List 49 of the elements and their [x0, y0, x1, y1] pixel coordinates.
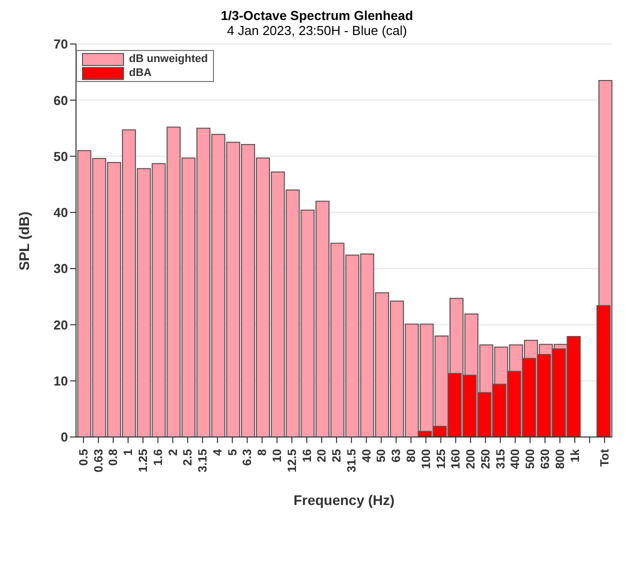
x-tick-label: 100	[418, 448, 433, 470]
x-tick-label: 200	[464, 448, 478, 470]
x-tick-label: 50	[374, 448, 388, 462]
x-tick-label: 1.25	[136, 448, 150, 472]
x-tick-label: 0.63	[91, 448, 106, 472]
y-tick-label: 50	[54, 148, 68, 164]
x-tick-label: 4	[210, 448, 224, 456]
x-tick-label: 5	[225, 448, 240, 456]
chart-title: 1/3-Octave Spectrum Glenhead	[220, 8, 414, 23]
x-tick-label: 80	[404, 448, 418, 462]
x-tick-label: 16	[300, 448, 314, 462]
y-axis-title: SPL (dB)	[16, 212, 32, 270]
x-tick-label: 6.3	[240, 448, 254, 466]
x-tick-label: 20	[314, 448, 329, 462]
x-axis-title: Frequency (Hz)	[293, 492, 395, 508]
y-tick-label: 30	[54, 261, 68, 276]
x-tick-label: 0.5	[76, 448, 90, 466]
y-tick-label: 0	[60, 430, 68, 445]
legend-label: dB unweighted	[128, 52, 208, 66]
x-tick-label: 630	[538, 448, 552, 470]
chart-subtitle: 4 Jan 2023, 23:50H - Blue (cal)	[226, 23, 408, 38]
x-tick-label: 31.5	[344, 448, 358, 472]
x-tick-label: 12.5	[284, 448, 299, 472]
x-tick-label: 1	[121, 448, 136, 456]
x-tick-label: 160	[448, 448, 463, 470]
x-tick-label: 125	[434, 448, 448, 470]
x-tick-label: 500	[523, 448, 538, 470]
x-tick-label: 800	[552, 448, 567, 470]
x-tick-label: 10	[270, 448, 284, 462]
x-tick-label: 250	[478, 448, 492, 470]
x-tick-label: 2	[166, 448, 180, 456]
x-tick-label: 1k	[568, 448, 582, 462]
x-tick-label: 8	[255, 448, 270, 456]
x-tick-label: 315	[493, 448, 508, 470]
x-tick-label: 400	[508, 448, 522, 470]
x-tick-label: 3.15	[196, 448, 210, 472]
y-tick-label: 20	[54, 317, 68, 332]
y-tick-label: 10	[54, 373, 68, 388]
x-tick-label: 1.6	[150, 448, 165, 466]
x-tick-label: 40	[359, 448, 374, 462]
y-tick-label: 70	[54, 36, 68, 52]
legend-label: dBA	[128, 66, 153, 80]
x-tick-label: Tot	[598, 448, 612, 467]
x-tick-label: 25	[330, 448, 344, 462]
x-tick-label: 63	[389, 448, 404, 462]
x-tick-label: 2.5	[180, 448, 195, 466]
y-tick-label: 40	[54, 205, 68, 220]
y-tick-label: 60	[54, 92, 68, 108]
x-tick-label: 0.8	[106, 448, 120, 466]
